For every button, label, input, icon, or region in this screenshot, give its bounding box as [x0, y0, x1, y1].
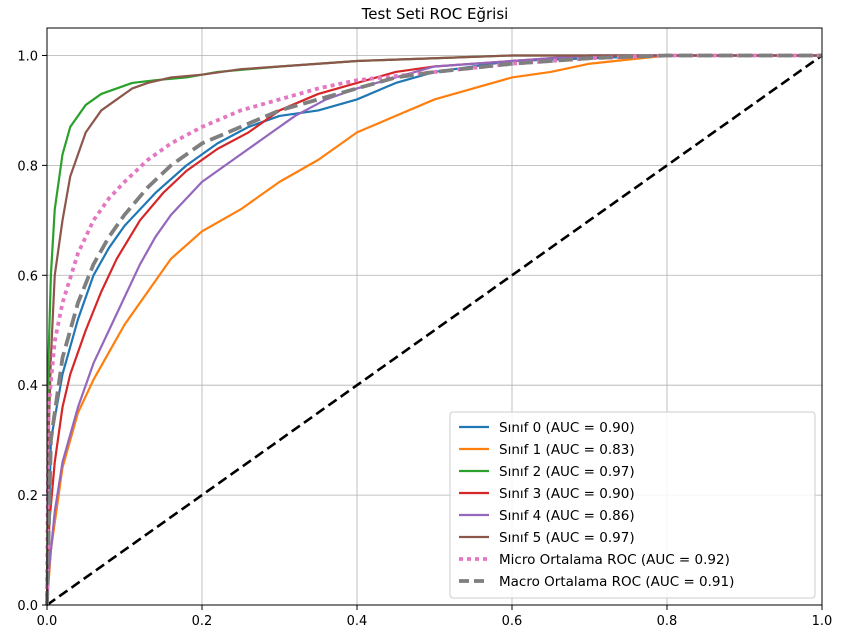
roc-curve-1 — [45, 54, 822, 606]
legend-label-2: Sınıf 2 (AUC = 0.97) — [499, 464, 635, 480]
grid-lines — [46, 28, 823, 606]
roc-curve-4 — [45, 54, 822, 606]
legend-label-1: Sınıf 1 (AUC = 0.83) — [499, 442, 635, 458]
legend-box — [449, 411, 816, 599]
y-tick-label: 0.2 — [17, 489, 38, 504]
y-tick-label: 1.0 — [17, 49, 38, 64]
legend-label-0: Sınıf 0 (AUC = 0.90) — [499, 420, 635, 436]
x-tick-label: 0.4 — [347, 614, 368, 629]
chart-title: Test Seti ROC Eğrisi — [361, 5, 509, 23]
axis-ticks: 0.0 0.2 0.4 0.6 0.8 1.0 0.0 0.2 0.4 0.6 0.8 1.0 — [17, 49, 832, 629]
legend-label-6: Micro Ortalama ROC (AUC = 0.92) — [499, 552, 730, 568]
x-tick-label: 0.8 — [657, 614, 678, 629]
plot-area-frame — [46, 27, 823, 606]
legend-label-5: Sınıf 5 (AUC = 0.97) — [499, 530, 635, 546]
x-tick-label: 0.0 — [37, 614, 58, 629]
legend-label-7: Macro Ortalama ROC (AUC = 0.91) — [499, 574, 734, 590]
roc-curve-7 — [45, 53, 822, 606]
y-tick-label: 0.0 — [17, 599, 38, 614]
y-tick-label: 0.8 — [17, 159, 38, 174]
y-tick-label: 0.4 — [17, 379, 38, 394]
roc-curves — [45, 53, 822, 606]
x-tick-label: 0.2 — [192, 614, 213, 629]
x-tick-label: 0.6 — [502, 614, 523, 629]
chance-line — [46, 54, 823, 607]
legend: Sınıf 0 (AUC = 0.90) Sınıf 1 (AUC = 0.83)… — [449, 411, 816, 599]
x-tick-label: 1.0 — [812, 614, 833, 629]
y-tick-label: 0.6 — [17, 269, 38, 284]
legend-label-4: Sınıf 4 (AUC = 0.86) — [499, 508, 635, 524]
reference-diagonal — [46, 54, 823, 607]
legend-label-3: Sınıf 3 (AUC = 0.90) — [499, 486, 635, 502]
roc-curve-5 — [45, 54, 822, 606]
